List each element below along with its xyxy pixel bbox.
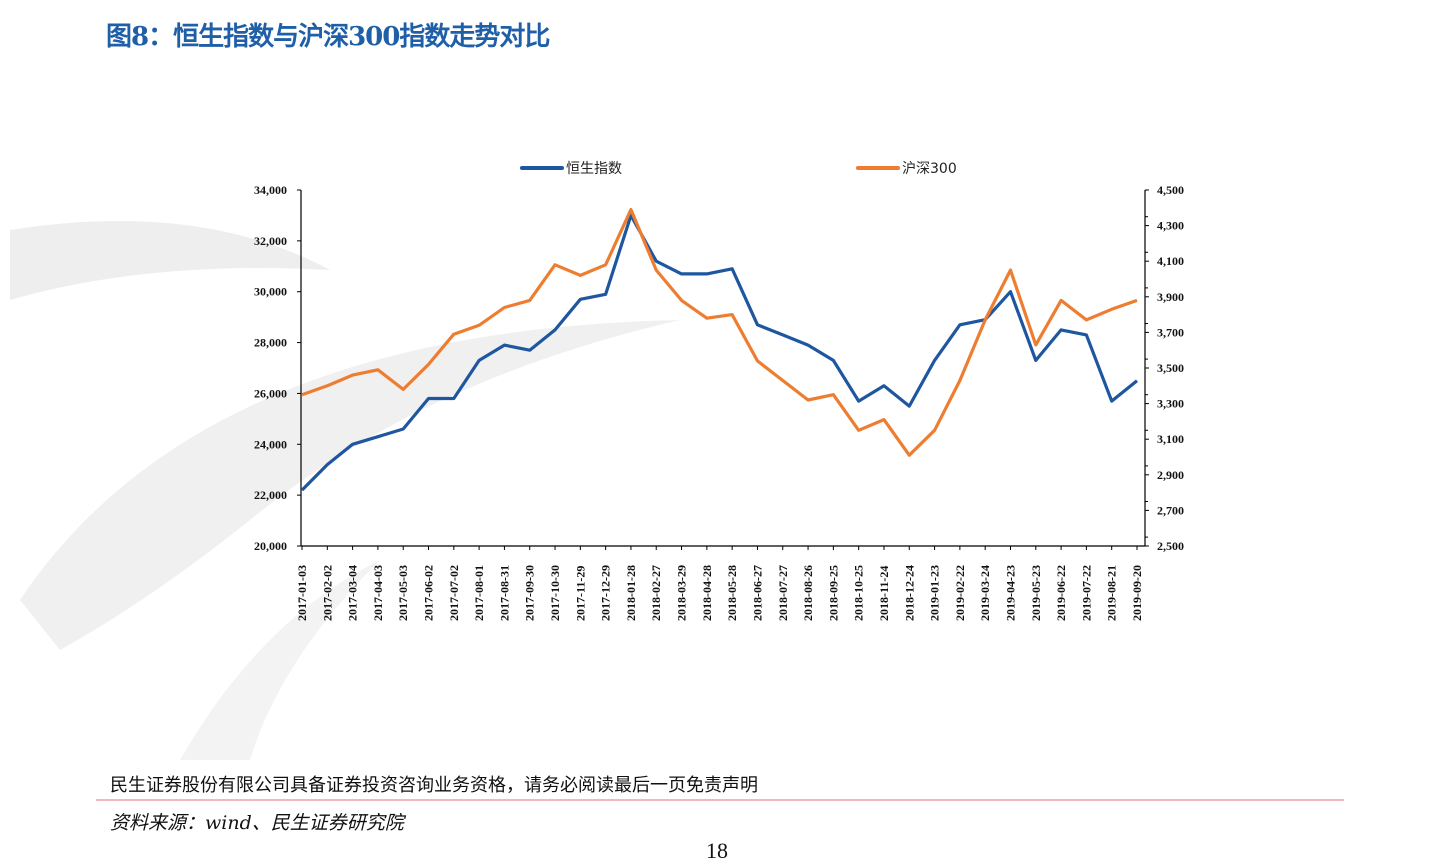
left-tick-label: 30,000 (254, 285, 287, 299)
right-tick-label: 3,300 (1157, 397, 1184, 411)
x-tick-label: 2017-01-03 (295, 565, 309, 621)
x-tick-label: 2017-03-04 (346, 565, 360, 621)
x-tick-label: 2018-11-24 (877, 566, 891, 621)
x-tick-label: 2017-12-29 (599, 565, 613, 621)
x-tick-label: 2019-07-22 (1079, 565, 1093, 621)
right-tick-label: 2,700 (1157, 503, 1184, 517)
series-line-1 (302, 215, 1137, 490)
page-number: 18 (706, 838, 728, 864)
x-tick-label: 2018-06-27 (750, 565, 764, 621)
right-tick-label: 4,100 (1157, 254, 1184, 268)
x-tick-label: 2017-06-02 (422, 565, 436, 621)
source-text: 资料来源：wind、民生证券研究院 (110, 808, 404, 835)
x-tick-label: 2018-05-28 (725, 565, 739, 621)
right-tick-label: 2,500 (1157, 539, 1184, 553)
x-tick-label: 2018-01-28 (624, 565, 638, 621)
x-tick-label: 2018-08-26 (801, 565, 815, 621)
series-line-2 (302, 210, 1137, 456)
x-tick-label: 2017-10-30 (548, 565, 562, 621)
disclaimer-text: 民生证券股份有限公司具备证券投资咨询业务资格，请务必阅读最后一页免责声明 (110, 771, 758, 797)
divider (96, 799, 1344, 801)
legend-label: 沪深300 (902, 161, 957, 177)
x-tick-label: 2017-05-03 (396, 565, 410, 621)
x-tick-label: 2017-09-30 (523, 565, 537, 621)
left-tick-label: 20,000 (254, 539, 287, 553)
left-tick-label: 32,000 (254, 234, 287, 248)
x-tick-label: 2018-04-28 (700, 565, 714, 621)
left-tick-label: 22,000 (254, 488, 287, 502)
x-tick-label: 2018-09-25 (826, 565, 840, 621)
x-tick-label: 2017-04-03 (371, 565, 385, 621)
x-tick-label: 2019-04-23 (1003, 565, 1017, 621)
right-tick-label: 4,300 (1157, 219, 1184, 233)
x-tick-label: 2019-08-21 (1105, 565, 1119, 621)
x-tick-label: 2017-11-29 (573, 566, 587, 621)
x-tick-label: 2018-12-24 (902, 565, 916, 621)
x-tick-label: 2019-03-24 (978, 565, 992, 621)
x-tick-label: 2017-07-02 (447, 565, 461, 621)
x-tick-label: 2017-08-31 (497, 565, 511, 621)
legend-label: 恒生指数 (566, 161, 622, 177)
x-tick-label: 2019-01-23 (928, 565, 942, 621)
right-tick-label: 3,100 (1157, 432, 1184, 446)
x-tick-label: 2019-02-22 (953, 565, 967, 621)
right-tick-label: 2,900 (1157, 468, 1184, 482)
x-tick-label: 2018-10-25 (852, 565, 866, 621)
x-tick-label: 2017-02-02 (320, 565, 334, 621)
x-tick-label: 2018-03-29 (675, 565, 689, 621)
left-tick-label: 24,000 (254, 437, 287, 451)
left-tick-label: 26,000 (254, 386, 287, 400)
x-tick-label: 2019-09-20 (1130, 565, 1144, 621)
right-tick-label: 4,500 (1157, 183, 1184, 197)
left-tick-label: 28,000 (254, 336, 287, 350)
x-tick-label: 2018-02-27 (649, 565, 663, 621)
right-tick-label: 3,500 (1157, 361, 1184, 375)
x-tick-label: 2017-08-01 (472, 565, 486, 621)
right-tick-label: 3,700 (1157, 325, 1184, 339)
left-tick-label: 34,000 (254, 183, 287, 197)
x-tick-label: 2019-06-22 (1054, 565, 1068, 621)
x-tick-label: 2018-07-27 (776, 565, 790, 621)
right-tick-label: 3,900 (1157, 290, 1184, 304)
x-tick-label: 2019-05-23 (1029, 565, 1043, 621)
